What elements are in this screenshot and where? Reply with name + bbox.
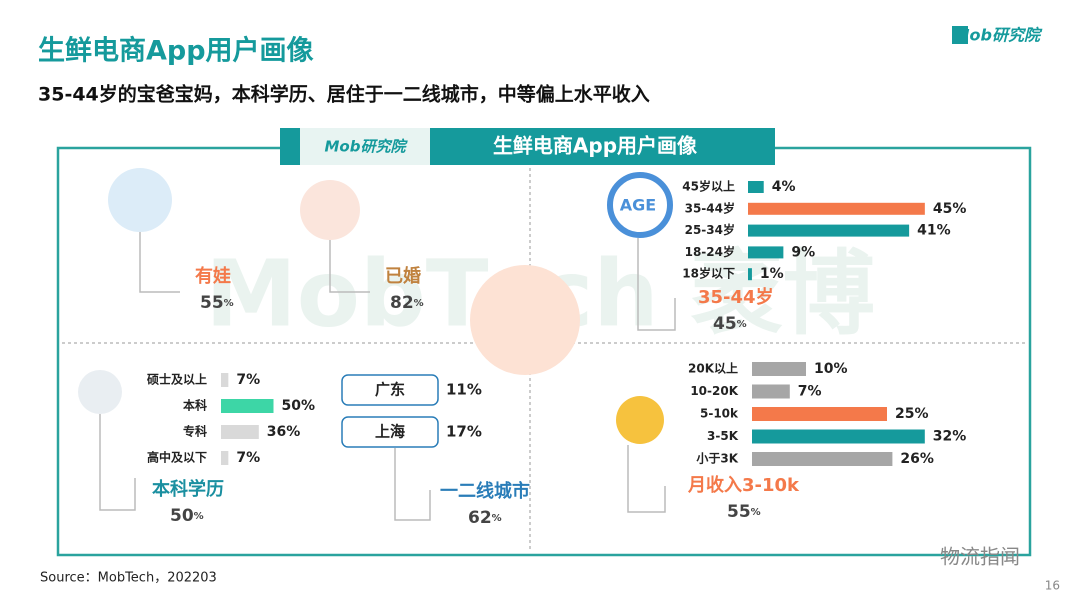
connector [139, 232, 180, 293]
family-illustration [470, 265, 580, 375]
category-label: 20K以上 [688, 361, 738, 376]
stat-value: 82% [390, 293, 424, 313]
connector [627, 445, 666, 513]
bar [748, 224, 910, 237]
connector [394, 448, 431, 521]
stat-value: 45% [713, 314, 747, 334]
city-share: 11% [446, 381, 482, 399]
value-label: 50% [282, 398, 316, 414]
category-label: 小于3K [696, 451, 738, 466]
stat-label: 有娃 [195, 265, 231, 287]
stat-unit: % [224, 298, 234, 309]
panel-logo: Mob研究院 [325, 138, 409, 156]
bar [752, 429, 925, 444]
stat-label: 已婚 [385, 265, 421, 287]
value-label: 41% [917, 223, 951, 239]
bar [752, 407, 887, 421]
panel-logo-box [300, 128, 430, 165]
wedding-icon [300, 180, 360, 240]
category-label: 3-5K [707, 429, 739, 443]
category-label: 45岁以上 [682, 179, 735, 194]
category-label: 35-44岁 [685, 200, 735, 215]
bar [752, 384, 790, 399]
stat-number: 45 [713, 314, 737, 334]
money-icon [616, 396, 664, 444]
stamp: 物流指闻 [940, 545, 1020, 569]
city-name: 上海 [375, 423, 405, 441]
category-label: 本科 [183, 398, 207, 413]
logo: Mob研究院 [954, 26, 1043, 45]
age-icon [607, 172, 673, 238]
panel-title: 生鲜电商App用户画像 [493, 134, 698, 158]
stat-number: 62 [468, 508, 492, 528]
category-label: 25-34岁 [685, 222, 735, 237]
city-share: 17% [446, 423, 482, 441]
bar [221, 373, 229, 387]
source: Source：MobTech，202203 [40, 571, 217, 586]
stat-label: 月收入3-10k [687, 474, 800, 496]
value-label: 32% [933, 429, 967, 445]
bar [748, 202, 925, 215]
value-label: 7% [236, 372, 260, 388]
page-number: 16 [1045, 579, 1060, 593]
stat-value: 62% [468, 508, 502, 528]
value-label: 10% [814, 361, 848, 377]
bar [748, 246, 784, 259]
bar [752, 452, 893, 466]
subtitle: 35-44岁的宝爸宝妈，本科学历、居住于一二线城市，中等偏上水平收入 [38, 83, 650, 106]
category-label: 专科 [183, 424, 207, 439]
stat-number: 55 [727, 502, 751, 522]
city-box [341, 374, 439, 406]
category-label: 硕士及以上 [147, 372, 207, 387]
stat-unit: % [492, 513, 502, 524]
stat-label: 35-44岁 [698, 286, 774, 308]
category-label: 18-24岁 [685, 244, 735, 259]
category-label: 18岁以下 [682, 266, 735, 281]
connector [637, 238, 676, 331]
stat-unit: % [414, 298, 424, 309]
stat-unit: % [751, 507, 761, 518]
logo-icon [952, 26, 968, 44]
graduate-icon [78, 370, 122, 414]
bar [748, 268, 752, 281]
stat-unit: % [194, 511, 204, 522]
category-label: 高中及以下 [147, 450, 207, 465]
value-label: 45% [933, 201, 967, 217]
value-label: 4% [772, 179, 796, 195]
value-label: 26% [900, 451, 934, 467]
value-label: 1% [760, 266, 784, 282]
baby-icon [108, 168, 172, 232]
value-label: 36% [267, 424, 301, 440]
age-icon-text: AGE [620, 196, 656, 215]
stat-value: 55% [200, 293, 234, 313]
stat-label: 一二线城市 [440, 480, 530, 502]
stat-label: 本科学历 [152, 478, 224, 500]
value-label: 7% [236, 450, 260, 466]
stat-unit: % [737, 319, 747, 330]
category-label: 5-10k [700, 407, 739, 421]
stat-number: 55 [200, 293, 224, 313]
bar [221, 399, 274, 413]
bar [221, 425, 259, 439]
stat-value: 50% [170, 506, 204, 526]
value-label: 7% [798, 384, 822, 400]
connector [329, 240, 370, 293]
value-label: 9% [791, 244, 815, 260]
stat-number: 50 [170, 506, 194, 526]
stat-number: 82 [390, 293, 414, 313]
bar [752, 362, 806, 376]
city-name: 广东 [375, 381, 405, 399]
bar [748, 181, 764, 193]
city-box [341, 416, 439, 448]
bar [221, 451, 229, 465]
connector [99, 414, 136, 511]
value-label: 25% [895, 406, 929, 422]
stat-value: 55% [727, 502, 761, 522]
title: 生鲜电商App用户画像 [38, 35, 314, 67]
category-label: 10-20K [690, 384, 738, 398]
